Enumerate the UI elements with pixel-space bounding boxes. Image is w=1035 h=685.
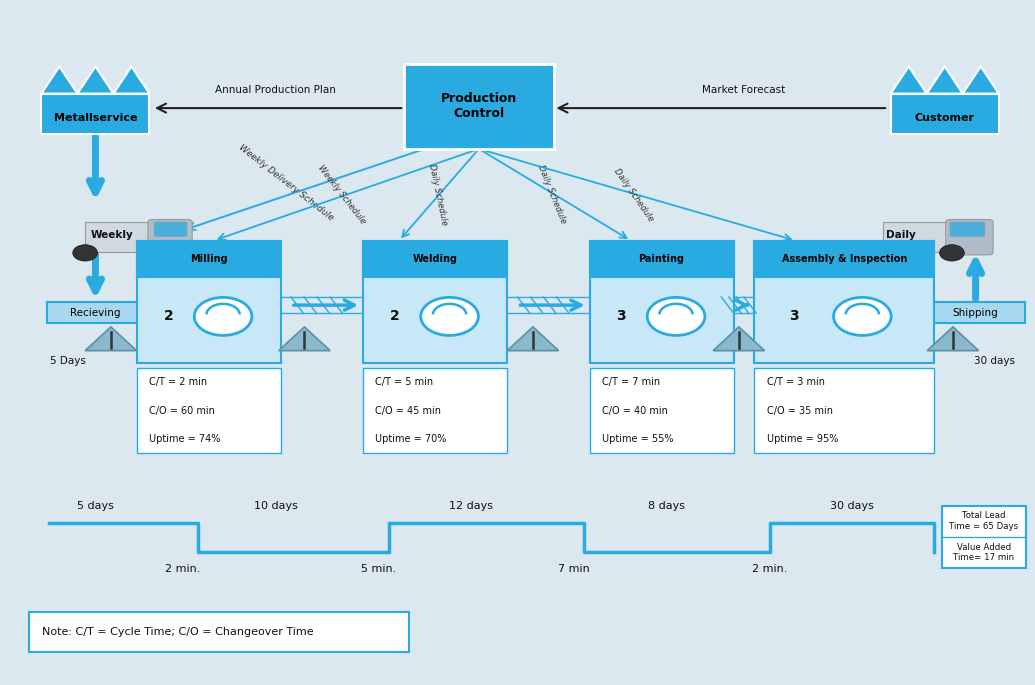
Text: Production
Control: Production Control (441, 92, 518, 121)
Circle shape (72, 245, 97, 261)
Circle shape (865, 245, 890, 261)
FancyBboxPatch shape (590, 240, 734, 277)
FancyBboxPatch shape (755, 240, 935, 277)
Text: Daily Schedule: Daily Schedule (536, 164, 568, 225)
Text: Note: C/T = Cycle Time; C/O = Changeover Time: Note: C/T = Cycle Time; C/O = Changeover… (41, 627, 314, 637)
FancyBboxPatch shape (946, 219, 994, 255)
FancyBboxPatch shape (137, 240, 280, 277)
Text: Daily Schedule: Daily Schedule (426, 163, 448, 226)
Circle shape (940, 245, 965, 261)
Circle shape (421, 297, 478, 336)
Text: Uptime = 74%: Uptime = 74% (149, 434, 220, 444)
Text: 2 min.: 2 min. (166, 564, 201, 574)
Text: 30 days: 30 days (830, 501, 874, 510)
FancyBboxPatch shape (137, 369, 280, 453)
FancyBboxPatch shape (405, 64, 554, 149)
FancyBboxPatch shape (755, 369, 935, 453)
Text: Shipping: Shipping (953, 308, 999, 318)
Circle shape (647, 297, 705, 336)
Text: Annual Production Plan: Annual Production Plan (215, 85, 336, 95)
Text: 2: 2 (390, 310, 400, 323)
Text: Weekly Delivery Schedule: Weekly Delivery Schedule (237, 143, 335, 223)
Polygon shape (507, 327, 559, 351)
FancyBboxPatch shape (47, 301, 144, 323)
Polygon shape (927, 327, 979, 351)
Text: 3: 3 (617, 310, 626, 323)
Text: 2 min.: 2 min. (752, 564, 788, 574)
FancyBboxPatch shape (363, 369, 507, 453)
Text: 3: 3 (789, 310, 799, 323)
FancyBboxPatch shape (363, 240, 507, 363)
Circle shape (195, 297, 252, 336)
Text: Uptime = 55%: Uptime = 55% (602, 434, 674, 444)
Text: Uptime = 70%: Uptime = 70% (376, 434, 447, 444)
Polygon shape (78, 66, 114, 94)
FancyBboxPatch shape (148, 219, 193, 255)
Text: 10 days: 10 days (254, 501, 297, 510)
Text: C/T = 7 min: C/T = 7 min (602, 377, 660, 388)
Text: 2: 2 (164, 310, 173, 323)
Text: Daily: Daily (886, 230, 916, 240)
Text: 7 min: 7 min (558, 564, 590, 574)
Text: Uptime = 95%: Uptime = 95% (767, 434, 838, 444)
FancyBboxPatch shape (137, 240, 280, 363)
Text: C/T = 2 min: C/T = 2 min (149, 377, 207, 388)
FancyBboxPatch shape (926, 301, 1025, 323)
Text: Recieving: Recieving (70, 308, 121, 318)
Circle shape (138, 245, 162, 261)
FancyBboxPatch shape (85, 222, 152, 252)
FancyBboxPatch shape (942, 506, 1026, 568)
Text: Weekly: Weekly (90, 230, 134, 240)
Text: Daily Schedule: Daily Schedule (612, 166, 655, 223)
Polygon shape (278, 327, 330, 351)
Text: 8 days: 8 days (648, 501, 685, 510)
FancyBboxPatch shape (154, 222, 187, 237)
Polygon shape (926, 66, 963, 94)
Text: 12 days: 12 days (449, 501, 493, 510)
Text: C/O = 40 min: C/O = 40 min (602, 406, 668, 416)
Text: C/O = 35 min: C/O = 35 min (767, 406, 832, 416)
Text: Customer: Customer (915, 113, 975, 123)
Text: 5 Days: 5 Days (50, 356, 86, 366)
Polygon shape (41, 66, 78, 94)
Text: Market Forecast: Market Forecast (703, 85, 786, 95)
Text: Total Lead
Time = 65 Days: Total Lead Time = 65 Days (949, 512, 1018, 531)
FancyBboxPatch shape (950, 222, 985, 237)
FancyBboxPatch shape (755, 240, 935, 363)
Text: 5 min.: 5 min. (361, 564, 396, 574)
Polygon shape (114, 66, 149, 94)
Text: Weekly Schedule: Weekly Schedule (317, 164, 367, 226)
FancyBboxPatch shape (883, 222, 950, 252)
Text: Milling: Milling (189, 254, 228, 264)
Polygon shape (963, 66, 999, 94)
Circle shape (833, 297, 891, 336)
FancyBboxPatch shape (41, 94, 149, 134)
Text: C/T = 5 min: C/T = 5 min (376, 377, 434, 388)
Polygon shape (891, 66, 926, 94)
FancyBboxPatch shape (590, 240, 734, 363)
Text: Painting: Painting (639, 254, 684, 264)
Text: Welding: Welding (413, 254, 457, 264)
FancyBboxPatch shape (363, 240, 507, 277)
Polygon shape (85, 327, 137, 351)
Text: C/O = 45 min: C/O = 45 min (376, 406, 442, 416)
Text: 30 days: 30 days (974, 356, 1014, 366)
FancyBboxPatch shape (891, 94, 999, 134)
FancyBboxPatch shape (29, 612, 410, 651)
Polygon shape (713, 327, 765, 351)
FancyBboxPatch shape (590, 369, 734, 453)
Text: C/O = 60 min: C/O = 60 min (149, 406, 215, 416)
Text: Assembly & Inspection: Assembly & Inspection (781, 254, 907, 264)
Text: Value Added
Time= 17 min: Value Added Time= 17 min (953, 543, 1014, 562)
Text: Metallservice: Metallservice (54, 113, 138, 123)
Text: 5 days: 5 days (77, 501, 114, 510)
Text: C/T = 3 min: C/T = 3 min (767, 377, 825, 388)
